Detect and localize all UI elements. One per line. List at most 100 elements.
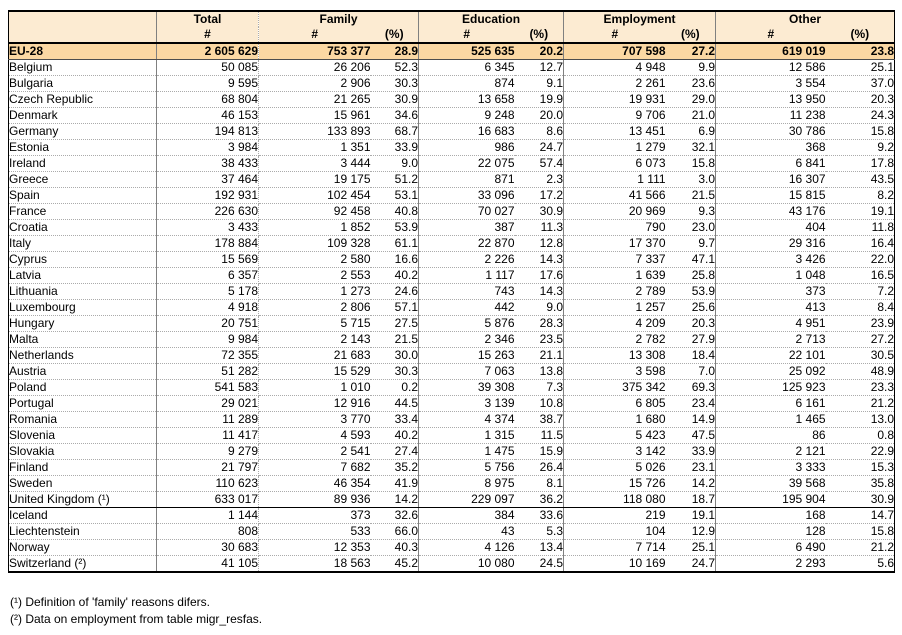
- cell-value: 26 206: [258, 59, 371, 76]
- residence-permits-table-wrap: Total Family Education Employment Other # # (%)…: [8, 10, 896, 573]
- cell-value: 23.4: [665, 395, 717, 412]
- cell-value: 15 263: [418, 347, 515, 364]
- cell-value: 2 782: [563, 331, 666, 348]
- cell-value: 57.4: [514, 155, 565, 172]
- cell-value: 6 345: [418, 59, 515, 76]
- cell-value: 72 355: [156, 347, 259, 364]
- cell-value: 1 465: [715, 411, 826, 428]
- subheader-employment-count: #: [563, 27, 666, 43]
- cell-value: 2 121: [715, 443, 826, 460]
- table-row: Hungary 20 751 5 715 27.5 5 876 28.3 4 209 20.3…: [8, 315, 895, 332]
- cell-value: 9.7: [665, 235, 717, 252]
- cell-value: 8.6: [514, 123, 565, 140]
- cell-value: 9.3: [665, 203, 717, 220]
- cell-value: 12.8: [514, 235, 565, 252]
- cell-value: 2 143: [258, 331, 371, 348]
- cell-value: 23.0: [665, 219, 717, 236]
- cell-value: 15.8: [665, 155, 717, 172]
- cell-value: 442: [418, 299, 515, 316]
- cell-value: 178 884: [156, 235, 259, 252]
- cell-country: Latvia: [8, 267, 157, 284]
- cell-value: 5 876: [418, 315, 515, 332]
- cell-value: 18.7: [665, 491, 717, 508]
- cell-country: Switzerland (²): [8, 555, 157, 572]
- table-body: EU-28 2 605 629 753 377 28.9 525 635 20.2 707 …: [8, 43, 895, 572]
- cell-value: 25.8: [665, 267, 717, 284]
- table-row: Sweden 110 623 46 354 41.9 8 975 8.1 15 726 14.…: [8, 475, 895, 492]
- cell-value: 20.0: [514, 107, 565, 124]
- cell-value: 3 770: [258, 411, 371, 428]
- cell-value: 33.4: [370, 411, 420, 428]
- cell-value: 4 918: [156, 299, 259, 316]
- cell-value: 5 026: [563, 459, 666, 476]
- table-row: Lithuania 5 178 1 273 24.6 743 14.3 2 789 53.9 3…: [8, 283, 895, 300]
- cell-value: 41.9: [370, 475, 420, 492]
- cell-value: 109 328: [258, 235, 371, 252]
- cell-value: 102 454: [258, 187, 371, 204]
- cell-value: 2 806: [258, 299, 371, 316]
- cell-value: 404: [715, 219, 826, 236]
- column-group-family: Family: [258, 11, 420, 27]
- cell-value: 44.5: [370, 395, 420, 412]
- cell-value: 5.3: [514, 523, 565, 540]
- cell-value: 40.8: [370, 203, 420, 220]
- footnotes: (¹) Definition of 'family' reasons difer…: [10, 594, 262, 628]
- cell-value: 53.1: [370, 187, 420, 204]
- cell-country: Finland: [8, 459, 157, 476]
- cell-value: 1 315: [418, 427, 515, 444]
- cell-country: Romania: [8, 411, 157, 428]
- cell-value: 4 209: [563, 315, 666, 332]
- cell-value: 25 092: [715, 363, 826, 380]
- cell-value: 14.9: [665, 411, 717, 428]
- cell-value: 30.9: [514, 203, 565, 220]
- cell-value: 29 316: [715, 235, 826, 252]
- cell-value: 21 797: [156, 459, 259, 476]
- cell-value: 7.3: [514, 379, 565, 396]
- cell-value: 16 683: [418, 123, 515, 140]
- cell-value: 6 161: [715, 395, 826, 412]
- table-header: Total Family Education Employment Other # # (%)…: [8, 11, 895, 43]
- cell-value: 1 048: [715, 267, 826, 284]
- cell-value: 66.0: [370, 523, 420, 540]
- cell-country: Italy: [8, 235, 157, 252]
- cell-country: Czech Republic: [8, 91, 157, 108]
- cell-value: 1 010: [258, 379, 371, 396]
- cell-value: 2 713: [715, 331, 826, 348]
- cell-value: 1 144: [156, 507, 259, 524]
- cell-value: 14.2: [370, 491, 420, 508]
- cell-value: 9 595: [156, 75, 259, 92]
- subheader-total-count: #: [156, 27, 259, 43]
- cell-value: 6 805: [563, 395, 666, 412]
- cell-value: 24.7: [665, 555, 717, 572]
- cell-value: 10 169: [628, 556, 666, 570]
- cell-value: 5 423: [563, 427, 666, 444]
- cell-value: 2 789: [563, 283, 666, 300]
- cell-value: 525 635: [418, 43, 515, 60]
- cell-country: France: [8, 203, 157, 220]
- cell-value: 1 273: [258, 283, 371, 300]
- cell-value: 3 139: [418, 395, 515, 412]
- cell-value: 30.5: [825, 347, 895, 364]
- column-group-total: Total: [156, 11, 259, 27]
- cell-value: 27.2: [665, 43, 717, 60]
- cell-value: 1 852: [258, 219, 371, 236]
- cell-value: 20.3: [825, 91, 895, 108]
- cell-value: 23.5: [514, 331, 565, 348]
- cell-value: 68.7: [370, 123, 420, 140]
- cell-value: 30 786: [715, 123, 826, 140]
- cell-value: 39 568: [715, 475, 826, 492]
- cell-value: 128: [715, 523, 826, 540]
- cell-value: 23.6: [665, 75, 717, 92]
- cell-value: 753 377: [258, 43, 371, 60]
- cell-value: 39 308: [418, 379, 515, 396]
- cell-value: 3 984: [156, 139, 259, 156]
- cell-value: 53.9: [370, 219, 420, 236]
- cell-value: 1 639: [563, 267, 666, 284]
- cell-value: 13.8: [514, 363, 565, 380]
- cell-value: 192 931: [156, 187, 259, 204]
- cell-value: 384: [418, 507, 515, 524]
- cell-country: Luxembourg: [8, 299, 157, 316]
- cell-value: 2.3: [514, 171, 565, 188]
- cell-value: 15.8: [825, 123, 895, 140]
- cell-value: 22.0: [825, 251, 895, 268]
